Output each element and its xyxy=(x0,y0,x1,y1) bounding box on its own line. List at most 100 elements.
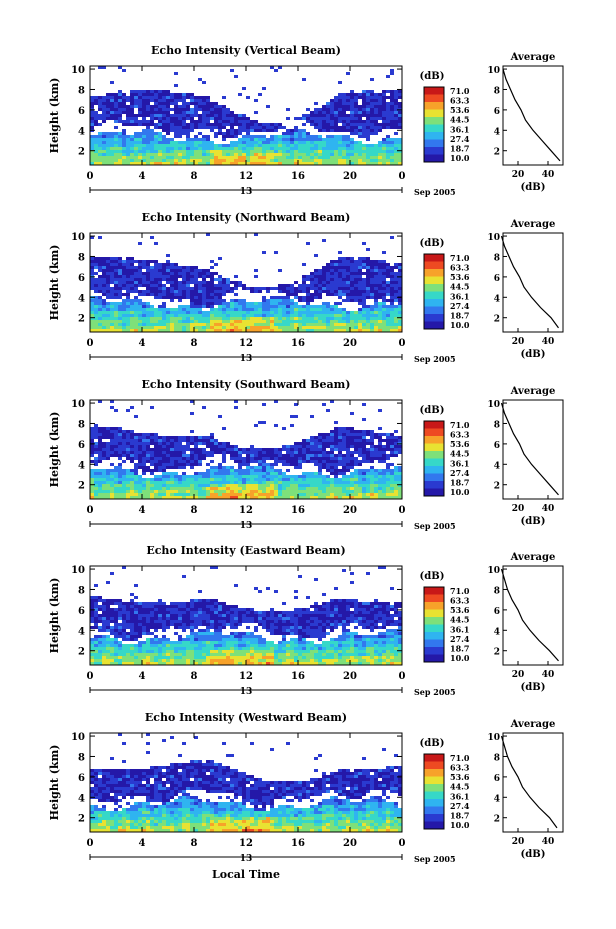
heatmap-cell xyxy=(130,451,134,454)
heatmap-cell xyxy=(126,469,130,472)
heatmap-cell xyxy=(162,472,166,475)
heatmap-cell xyxy=(162,269,166,272)
heatmap-cell xyxy=(138,138,142,141)
heatmap-cell xyxy=(130,311,134,314)
heatmap-cell xyxy=(190,329,194,332)
heatmap-cell xyxy=(118,644,122,647)
heatmap-cell xyxy=(354,326,358,329)
heatmap-cell xyxy=(114,454,118,457)
heatmap-cell xyxy=(230,451,234,454)
heatmap-cell xyxy=(278,290,282,293)
heatmap-cell xyxy=(286,293,290,296)
heatmap-cell xyxy=(254,469,258,472)
heatmap-cell xyxy=(230,466,234,469)
heatmap-cell xyxy=(210,290,214,293)
heatmap-cell xyxy=(334,314,338,317)
heatmap-cell xyxy=(218,153,222,156)
heatmap-cell xyxy=(210,442,214,445)
heatmap-cell xyxy=(210,496,214,499)
heatmap-cell xyxy=(114,439,118,442)
heatmap-cell xyxy=(350,475,354,478)
heatmap-cell xyxy=(374,314,378,317)
heatmap-cell xyxy=(330,150,334,153)
heatmap-cell xyxy=(150,120,154,123)
heatmap-cell xyxy=(106,266,110,269)
heatmap-cell xyxy=(162,93,166,96)
heatmap-cell xyxy=(342,445,346,448)
heatmap-cell xyxy=(338,269,342,272)
heatmap-cell xyxy=(190,320,194,323)
heatmap-cell xyxy=(306,117,310,120)
heatmap-cell xyxy=(98,290,102,293)
heatmap-cell xyxy=(290,484,294,487)
heatmap-cell xyxy=(154,439,158,442)
heatmap-cell xyxy=(378,96,382,99)
heatmap-cell xyxy=(370,457,374,460)
heatmap-cell xyxy=(170,162,174,165)
heatmap-cell xyxy=(94,263,98,266)
heatmap-cell xyxy=(318,272,322,275)
heatmap-cell xyxy=(214,475,218,478)
heatmap-cell xyxy=(98,269,102,272)
heatmap-cell xyxy=(378,278,382,281)
heatmap-cell xyxy=(162,484,166,487)
heatmap-cell xyxy=(110,272,114,275)
heatmap-cell xyxy=(190,120,194,123)
heatmap-cell xyxy=(126,296,130,299)
heatmap-cell xyxy=(314,448,318,451)
heatmap-cell xyxy=(118,457,122,460)
heatmap-cell xyxy=(362,481,366,484)
heatmap-cell xyxy=(362,293,366,296)
heatmap-cell xyxy=(126,114,130,117)
heatmap-cell xyxy=(294,302,298,305)
heatmap-cell xyxy=(90,454,94,457)
heatmap-cell xyxy=(202,162,206,165)
heatmap-cell xyxy=(94,99,98,102)
heatmap-cell xyxy=(210,326,214,329)
heatmap-cell xyxy=(170,102,174,105)
heatmap-cell xyxy=(150,439,154,442)
heatmap-cell xyxy=(342,281,346,284)
heatmap-cell xyxy=(398,308,402,311)
heatmap-cell xyxy=(230,481,234,484)
heatmap-cell xyxy=(174,445,178,448)
heatmap-cell xyxy=(398,448,402,451)
heatmap-cell xyxy=(302,484,306,487)
heatmap-cell xyxy=(226,475,230,478)
heatmap-cell xyxy=(366,293,370,296)
heatmap-cell xyxy=(330,156,334,159)
heatmap-cell xyxy=(122,108,126,111)
heatmap-cell xyxy=(274,147,278,150)
heatmap-cell xyxy=(370,454,374,457)
heatmap-cell xyxy=(222,493,226,496)
heatmap-cell xyxy=(126,290,130,293)
heatmap-cell xyxy=(378,93,382,96)
heatmap-cell xyxy=(138,448,142,451)
heatmap-cell xyxy=(314,457,318,460)
heatmap-cell xyxy=(114,490,118,493)
heatmap-cell xyxy=(290,287,294,290)
heatmap-cell xyxy=(126,287,130,290)
heatmap-cell xyxy=(110,266,114,269)
heatmap-cell xyxy=(102,96,106,99)
heatmap-cell xyxy=(118,626,122,629)
heatmap-cell xyxy=(134,147,138,150)
heatmap-cell xyxy=(206,478,210,481)
heatmap-cell xyxy=(378,454,382,457)
heatmap-cell xyxy=(178,120,182,123)
heatmap-cell xyxy=(398,111,402,114)
heatmap-cell xyxy=(298,305,302,308)
heatmap-cell xyxy=(390,287,394,290)
heatmap-cell xyxy=(342,150,346,153)
heatmap-cell xyxy=(286,302,290,305)
heatmap-cell xyxy=(218,490,222,493)
heatmap-cell xyxy=(258,135,262,138)
heatmap-cell xyxy=(222,138,226,141)
heatmap-cell xyxy=(366,290,370,293)
heatmap-cell xyxy=(242,299,246,302)
heatmap-cell xyxy=(106,326,110,329)
heatmap-cell xyxy=(182,284,186,287)
heatmap-cell xyxy=(274,323,278,326)
colorbar-tick-label: 36.1 xyxy=(450,458,469,468)
heatmap-cell xyxy=(150,141,154,144)
